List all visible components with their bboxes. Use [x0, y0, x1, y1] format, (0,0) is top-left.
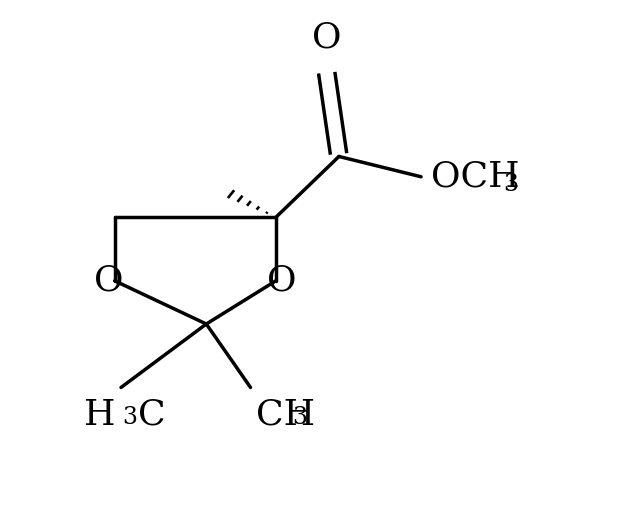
Text: OCH: OCH [431, 160, 519, 194]
Text: 3: 3 [292, 406, 307, 429]
Text: O: O [312, 21, 341, 55]
Text: O: O [268, 264, 297, 298]
Text: C: C [138, 398, 166, 431]
Text: CH: CH [255, 398, 315, 431]
Text: 3: 3 [503, 173, 518, 197]
Text: 3: 3 [122, 406, 138, 429]
Text: O: O [93, 264, 123, 298]
Text: H: H [84, 398, 116, 431]
